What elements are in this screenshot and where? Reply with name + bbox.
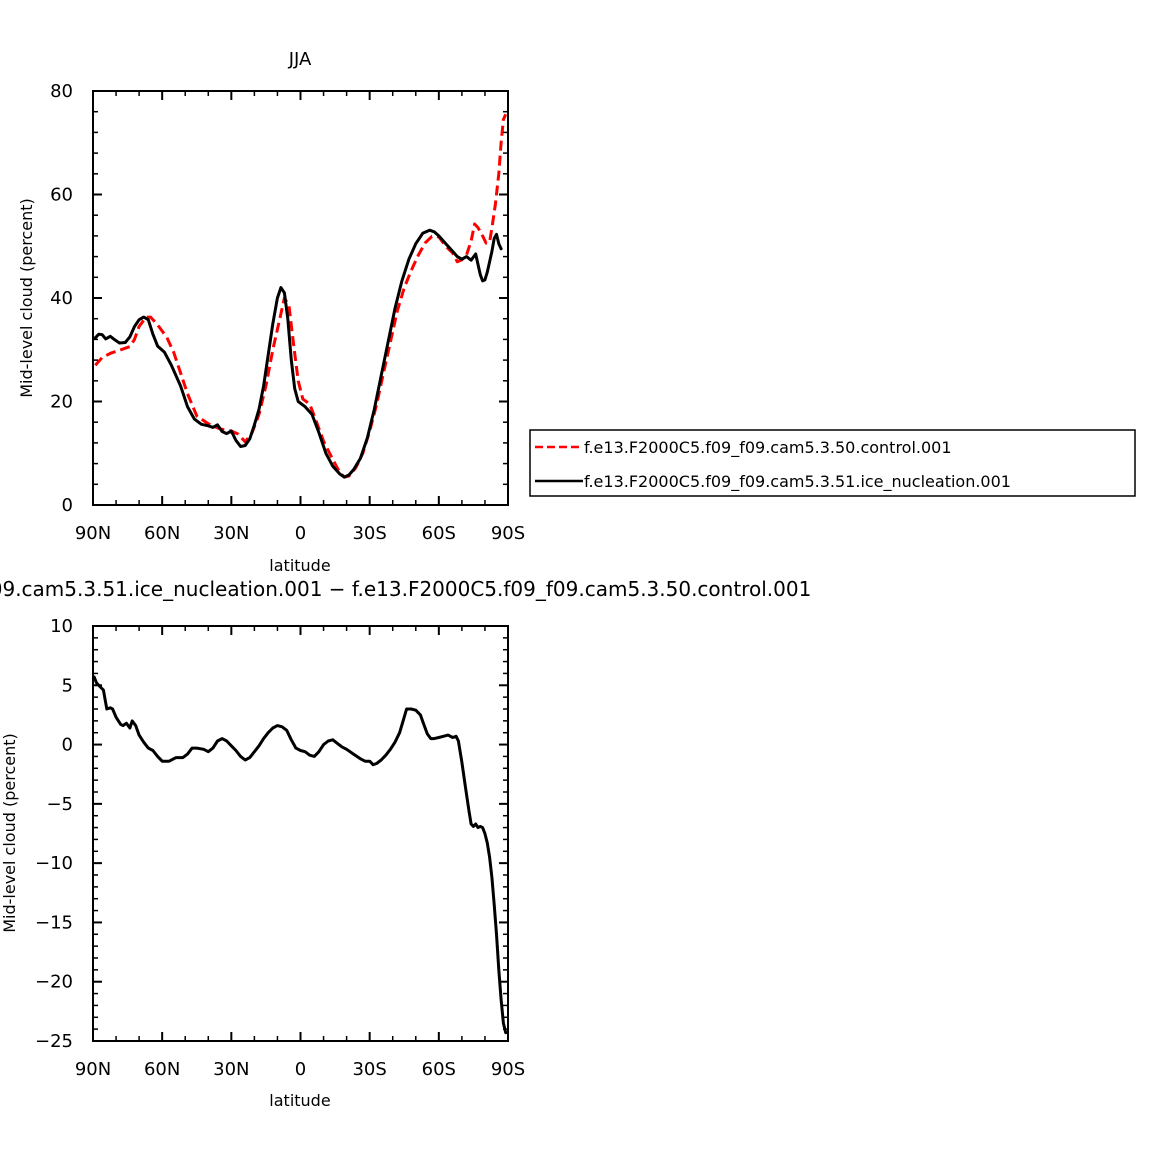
x-tick-label: 90N bbox=[75, 523, 111, 544]
x-tick-label: 90N bbox=[75, 1059, 111, 1080]
x-tick-label: 90S bbox=[491, 523, 525, 544]
x-tick-label: 60S bbox=[422, 523, 456, 544]
y-tick-label: −10 bbox=[35, 853, 73, 874]
y-tick-label: −25 bbox=[35, 1031, 73, 1052]
x-tick-label: 60N bbox=[144, 523, 180, 544]
y-tick-label: 60 bbox=[50, 185, 73, 206]
x-tick-label: 30N bbox=[213, 523, 249, 544]
y-tick-label: 5 bbox=[62, 675, 73, 696]
ylabel-bottom: Mid-level cloud (percent) bbox=[0, 733, 19, 933]
plot-frame-top bbox=[92, 90, 509, 506]
y-tick-label: 80 bbox=[50, 81, 73, 102]
series-line-ice-nucleation-bottom bbox=[92, 675, 508, 1035]
y-tick-label: 10 bbox=[50, 616, 73, 637]
series-layer-top bbox=[93, 113, 508, 479]
y-tick-label: −5 bbox=[46, 794, 73, 815]
axes-layer-bottom: 90N 60N 30N 0 30S 60S 90S −25 −20 −15 −10 −5 0 5 10 bbox=[35, 616, 525, 1080]
legend-label-ice-nucleation: f.e13.F2000C5.f09_f09.cam5.3.51.ice_nucl… bbox=[584, 472, 1011, 492]
series-layer-bottom bbox=[92, 675, 508, 1035]
ylabel-top: Mid-level cloud (percent) bbox=[17, 198, 36, 398]
x-tick-label: 60N bbox=[144, 1059, 180, 1080]
xlabel-top: latitude bbox=[269, 556, 330, 575]
legend: f.e13.F2000C5.f09_f09.cam5.3.50.control.… bbox=[529, 429, 1136, 497]
bottom-panel: f.e13.F2000C5.f09_f09.cam5.3.51.ice_nucl… bbox=[0, 577, 811, 1110]
y-tick-label: 20 bbox=[50, 392, 73, 413]
plot-frame-bottom bbox=[92, 625, 509, 1042]
y-tick-label: −15 bbox=[35, 912, 73, 933]
x-tick-label: 30N bbox=[213, 1059, 249, 1080]
x-tick-label: 30S bbox=[352, 1059, 386, 1080]
x-tick-label: 30S bbox=[352, 523, 386, 544]
x-tick-label: 60S bbox=[422, 1059, 456, 1080]
top-panel: JJA 90N 60N 30N 0 30S 60S 90S 0 20 40 60 80 latitud… bbox=[17, 49, 525, 575]
y-tick-label: 0 bbox=[62, 495, 73, 516]
y-tick-label: 40 bbox=[50, 288, 73, 309]
series-line-ice-nucleation-top bbox=[93, 228, 503, 479]
axes-layer-top: 90N 60N 30N 0 30S 60S 90S 0 20 40 60 80 bbox=[50, 81, 525, 544]
x-tick-label: 90S bbox=[491, 1059, 525, 1080]
series-line-control-top bbox=[94, 113, 508, 479]
legend-label-control: f.e13.F2000C5.f09_f09.cam5.3.50.control.… bbox=[584, 438, 952, 458]
x-tick-label: 0 bbox=[295, 1059, 306, 1080]
legend-box bbox=[529, 429, 1136, 497]
chart-title-top: JJA bbox=[288, 49, 312, 70]
y-tick-label: 0 bbox=[62, 735, 73, 756]
x-tick-label: 0 bbox=[295, 523, 306, 544]
y-tick-label: −20 bbox=[35, 972, 73, 993]
xlabel-bottom: latitude bbox=[269, 1091, 330, 1110]
chart-title-bottom: f.e13.F2000C5.f09_f09.cam5.3.51.ice_nucl… bbox=[0, 577, 811, 601]
